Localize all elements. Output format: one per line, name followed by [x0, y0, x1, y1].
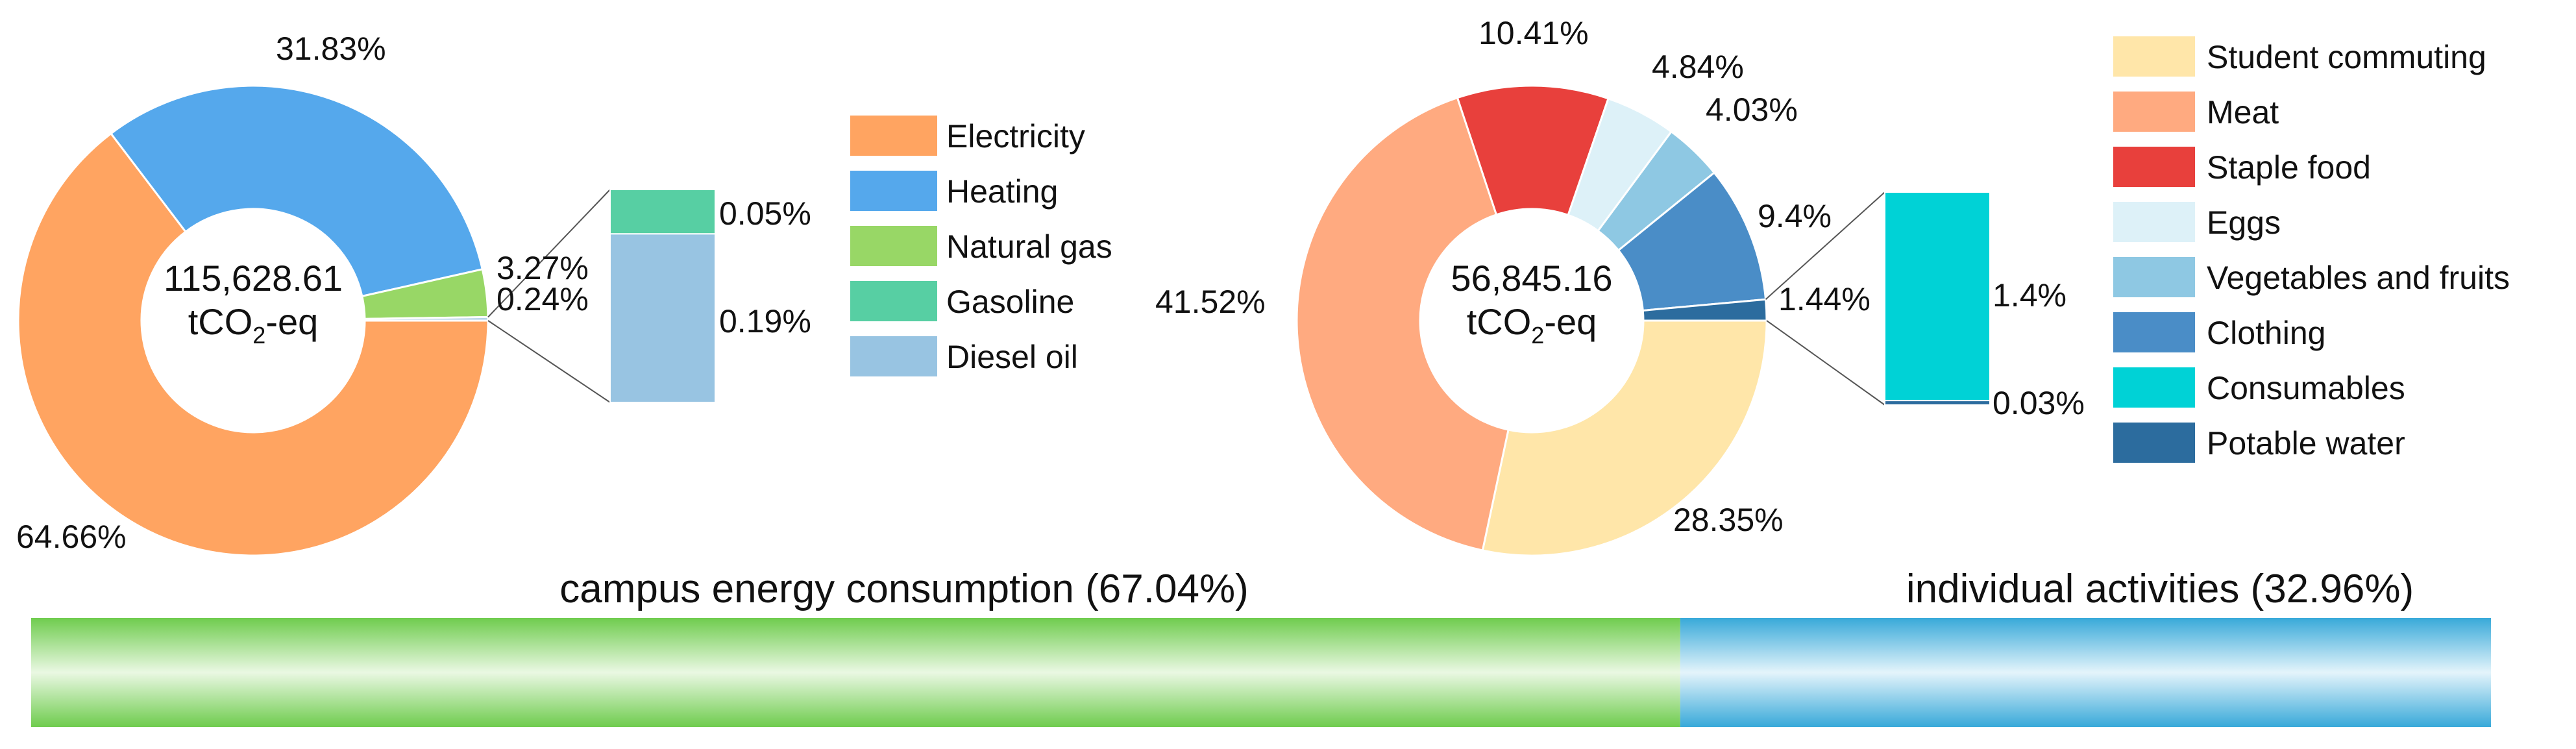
campus-energy-slice-label-other: 0.24%	[497, 281, 589, 317]
individual-activities-slice-meat	[1295, 96, 1510, 552]
breakdown-bar-diesel-oil	[609, 233, 716, 403]
legend-label-natural-gas: Natural gas	[946, 228, 1112, 265]
individual-activities-slice-student-commuting	[1481, 319, 1768, 557]
individual-activities-unit: tCO2-eq	[1467, 301, 1597, 349]
gasoline-pct-label: 0.05%	[719, 195, 811, 232]
campus-energy-connector-bottom	[487, 320, 611, 403]
consumables-pct-label: 1.4%	[1993, 277, 2067, 313]
share-segment-campus-energy-consumption	[31, 618, 1680, 727]
legend-label-eggs: Eggs	[2207, 204, 2281, 241]
individual-slice-label-other: 1.44%	[1778, 281, 1871, 317]
individual-activities-connector-top	[1765, 191, 1885, 301]
individual-activities-breakdown-connectors	[1765, 191, 1885, 406]
legend-label-consumables: Consumables	[2207, 370, 2405, 406]
campus-energy-slices	[17, 84, 489, 557]
legend-label-potable-water: Potable water	[2207, 425, 2405, 461]
diesel-oil-pct-label: 0.19%	[719, 303, 811, 339]
share-segment-individual-activities	[1680, 618, 2491, 727]
legend-swatch-diesel-oil	[850, 336, 937, 376]
campus-energy-connector-top	[487, 189, 611, 318]
campus-energy-slice-heating	[109, 84, 484, 298]
legend-swatch-consumables	[2113, 367, 2195, 408]
legend-swatch-eggs	[2113, 202, 2195, 242]
legend-swatch-student-commuting	[2113, 36, 2195, 77]
campus-energy-slice-label-heating: 31.83%	[276, 31, 386, 67]
legend-swatch-meat	[2113, 92, 2195, 132]
individual-slice-label-clothing: 9.4%	[1758, 198, 1832, 234]
legend-swatch-clothing	[2113, 312, 2195, 352]
campus-energy-total: 115,628.61	[164, 258, 343, 299]
individual-slice-label-student-commuting: 28.35%	[1673, 502, 1784, 538]
individual-activities-slices	[1295, 84, 1768, 557]
legend-swatch-potable-water	[2113, 423, 2195, 463]
campus-energy-unit: tCO2-eq	[188, 301, 319, 349]
legend-label-meat: Meat	[2207, 94, 2279, 130]
campus-energy-donut-chart: 64.66% 31.83% 3.27% 0.24% 0.05% 0.19% 11…	[16, 31, 1112, 557]
individual-activities-center-label: 56,845.16 tCO2-eq	[1451, 258, 1612, 349]
campus-energy-slice-other	[363, 316, 489, 322]
legend-label-diesel-oil: Diesel oil	[946, 339, 1078, 375]
individual-activities-donut-chart: 28.35% 41.52% 10.41% 4.84% 4.03% 9.4% 1.…	[1155, 15, 2510, 557]
legend-swatch-vegetables-and-fruits	[2113, 257, 2195, 297]
legend-label-student-commuting: Student commuting	[2207, 39, 2486, 75]
breakdown-bar-consumables	[1884, 191, 1991, 402]
individual-activities-legend: Student commuting Meat Staple food Eggs Vege…	[2113, 36, 2510, 463]
potable-water-pct-label: 0.03%	[1993, 385, 2085, 421]
breakdown-bar-gasoline	[609, 189, 716, 235]
legend-label-heating: Heating	[946, 173, 1058, 210]
individual-activities-breakdown-bar	[1884, 191, 1991, 406]
campus-energy-share-label: campus energy consumption (67.04%)	[559, 567, 1248, 611]
legend-swatch-natural-gas	[850, 226, 937, 266]
legend-swatch-staple-food	[2113, 147, 2195, 187]
campus-energy-slice-label-natural-gas: 3.27%	[497, 250, 589, 286]
legend-swatch-gasoline	[850, 281, 937, 321]
legend-label-clothing: Clothing	[2207, 315, 2325, 351]
emissions-share-segments	[31, 618, 2491, 727]
campus-energy-slice-electricity	[17, 132, 489, 557]
individual-activities-share-label: individual activities (32.96%)	[1906, 567, 2414, 611]
campus-energy-slice-label-electricity: 64.66%	[16, 519, 127, 555]
campus-energy-breakdown-connectors	[487, 189, 611, 403]
legend-label-electricity: Electricity	[946, 118, 1085, 154]
campus-energy-center-label: 115,628.61 tCO2-eq	[164, 258, 343, 349]
legend-label-staple-food: Staple food	[2207, 149, 2371, 186]
individual-slice-label-vegetables-fruits: 4.03%	[1706, 92, 1798, 128]
emissions-share-bar: campus energy consumption (67.04%) indiv…	[31, 567, 2491, 727]
individual-activities-connector-bottom	[1766, 320, 1885, 406]
individual-activities-total: 56,845.16	[1451, 258, 1612, 299]
legend-swatch-electricity	[850, 116, 937, 156]
individual-slice-label-meat: 41.52%	[1155, 284, 1266, 320]
legend-label-gasoline: Gasoline	[946, 284, 1074, 320]
campus-energy-legend: Electricity Heating Natural gas Gasoline Die…	[850, 116, 1112, 376]
individual-slice-label-eggs: 4.84%	[1652, 49, 1744, 85]
legend-swatch-heating	[850, 171, 937, 211]
individual-slice-label-staple-food: 10.41%	[1478, 15, 1589, 51]
breakdown-bar-potable-water	[1884, 400, 1991, 406]
campus-energy-breakdown-bar	[609, 189, 716, 403]
legend-label-vegetables-and-fruits: Vegetables and fruits	[2207, 260, 2510, 296]
individual-activities-slice-other	[1641, 298, 1768, 322]
